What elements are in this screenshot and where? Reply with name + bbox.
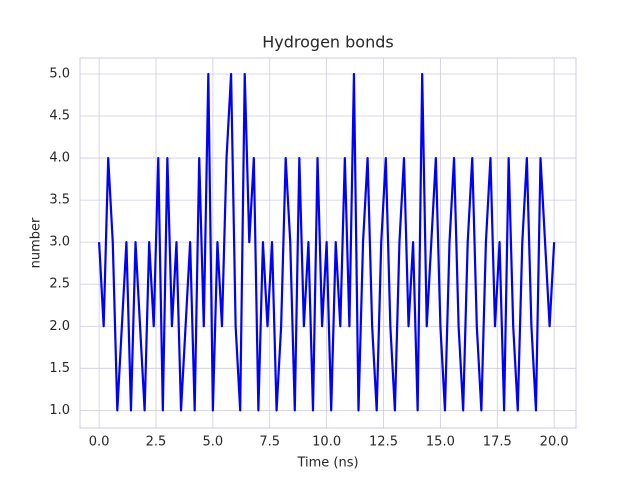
x-tick-label: 12.5: [369, 435, 398, 450]
y-tick-label: 2.0: [49, 319, 70, 334]
x-tick-label: 17.5: [483, 435, 512, 450]
x-tick-label: 2.5: [146, 435, 167, 450]
x-tick-label: 7.5: [259, 435, 280, 450]
chart-title: Hydrogen bonds: [262, 33, 393, 52]
x-tick-label: 20.0: [540, 435, 569, 450]
x-tick-label: 5.0: [203, 435, 224, 450]
y-tick-label: 4.5: [49, 109, 70, 124]
y-tick-label: 5.0: [49, 66, 70, 81]
y-tick-label: 2.5: [49, 277, 70, 292]
y-tick-label: 3.5: [49, 193, 70, 208]
y-tick-label: 1.5: [49, 361, 70, 376]
y-tick-label: 4.0: [49, 151, 70, 166]
x-tick-label: 15.0: [426, 435, 455, 450]
y-axis-label: number: [29, 217, 44, 268]
y-tick-label: 1.0: [49, 403, 70, 418]
y-tick-label: 3.0: [49, 235, 70, 250]
x-tick-label: 10.0: [312, 435, 341, 450]
x-axis-label: Time (ns): [296, 456, 358, 471]
plot-frame: [79, 57, 577, 429]
x-tick-label: 0.0: [89, 435, 110, 450]
data-line: [98, 72, 556, 412]
